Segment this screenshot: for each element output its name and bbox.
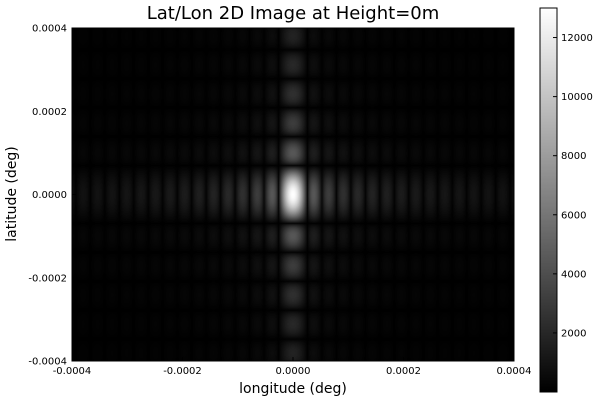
plot-area	[71, 27, 515, 362]
chart-title: Lat/Lon 2D Image at Height=0m	[147, 3, 440, 24]
colorbar-tick-label: 8000	[561, 151, 586, 162]
x-axis-label: longitude (deg)	[239, 381, 347, 397]
x-tick-label: 0.0002	[386, 366, 421, 377]
y-tick-label: -0.0002	[28, 273, 67, 284]
x-tick-label: 0.0004	[497, 366, 532, 377]
colorbar-tick-label: 6000	[561, 210, 586, 221]
y-tick-label: 0.0004	[32, 24, 67, 35]
colorbar-gradient	[540, 8, 557, 392]
colorbar: 2000 4000 6000 8000 10000 12000	[539, 7, 593, 393]
x-axis-ticks: -0.0004 -0.0002 0.0000 0.0002 0.0004	[53, 357, 532, 377]
colorbar-tick-label: 4000	[561, 269, 586, 280]
y-tick-label: 0.0000	[32, 190, 67, 201]
y-axis-label: latitude (deg)	[4, 146, 20, 241]
x-tick-label: 0.0000	[276, 366, 311, 377]
colorbar-frame	[539, 7, 558, 393]
x-tick-label: -0.0004	[53, 366, 92, 377]
y-axis-ticks: -0.0004 -0.0002 0.0000 0.0002 0.0004	[28, 24, 76, 368]
x-tick-label: -0.0002	[163, 366, 202, 377]
y-tick-label: -0.0004	[28, 357, 67, 368]
y-tick-label: 0.0002	[32, 107, 67, 118]
colorbar-tick-label: 2000	[561, 328, 586, 339]
colorbar-ticks: 2000 4000 6000 8000 10000 12000	[553, 33, 593, 339]
colorbar-tick-label: 12000	[561, 33, 593, 44]
heatmap-image	[72, 28, 514, 361]
colorbar-tick-label: 10000	[561, 92, 593, 103]
